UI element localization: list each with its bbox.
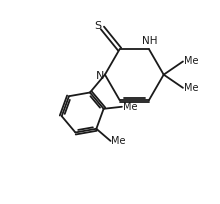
Text: Me: Me [184,57,198,67]
Text: S: S [94,21,101,31]
Text: Me: Me [123,102,137,112]
Text: NH: NH [142,35,157,45]
Text: Me: Me [184,83,198,93]
Text: N: N [95,71,104,81]
Text: Me: Me [111,136,126,146]
